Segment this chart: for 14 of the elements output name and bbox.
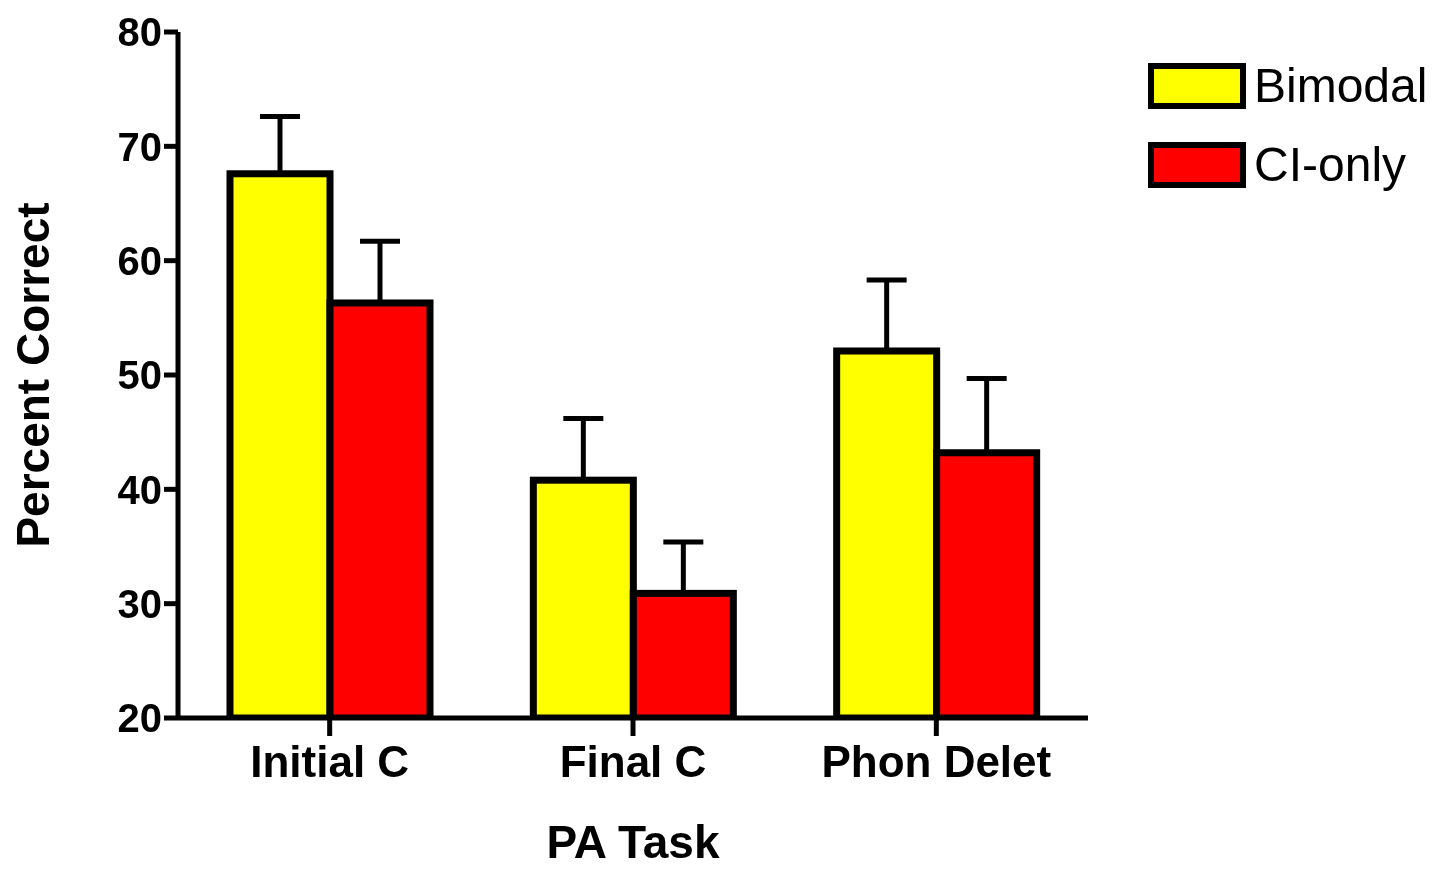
y-tick-label: 80 [117,10,162,55]
x-tick-label: Phon Delet [821,737,1052,787]
y-tick-label: 60 [117,238,162,283]
y-tick-label: 20 [117,696,162,741]
y-tick-label: 40 [117,467,162,512]
y-tick-label: 50 [117,353,162,398]
y-axis-title: Percent Correct [7,202,60,548]
legend-label: Bimodal [1254,58,1428,113]
legend-label: CI-only [1254,137,1407,192]
x-tick-label: Final C [559,737,707,787]
y-tick-label: 30 [117,581,162,626]
x-tick-label: Initial C [250,737,410,787]
y-tick-label: 70 [117,124,162,169]
x-axis-title: PA Task [546,816,720,868]
